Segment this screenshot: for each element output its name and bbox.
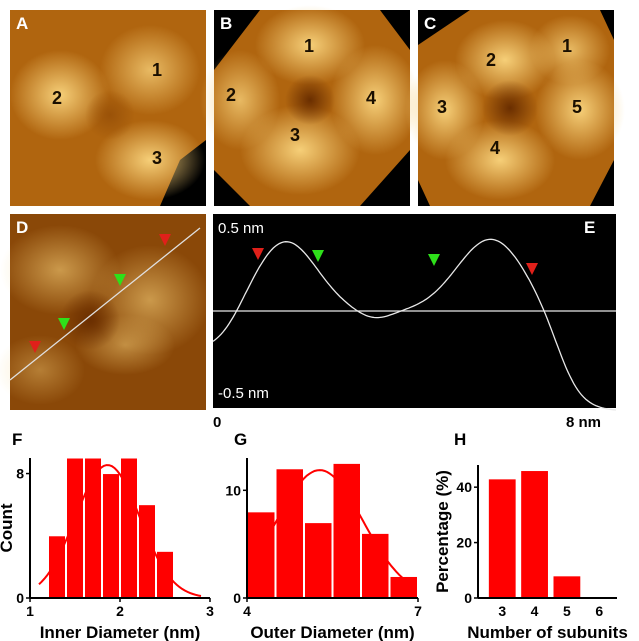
x-tick-label: 3 bbox=[498, 603, 506, 619]
panel-label-f: F bbox=[12, 430, 23, 449]
bar bbox=[66, 457, 84, 599]
red-marker bbox=[159, 234, 171, 246]
bar bbox=[304, 522, 333, 599]
x-tick-label: 6 bbox=[595, 603, 603, 619]
profile-x-start: 0 bbox=[213, 414, 222, 431]
x-tick-label: 4 bbox=[243, 603, 251, 619]
panel-label-c: C bbox=[424, 14, 437, 33]
y-tick-label: 10 bbox=[225, 482, 241, 498]
y-axis-label: Count bbox=[0, 503, 16, 552]
green-marker bbox=[58, 318, 70, 330]
panel-label-b: B bbox=[220, 14, 233, 33]
subunit-label: 3 bbox=[437, 97, 448, 117]
afm-panel-a bbox=[10, 10, 206, 206]
gaussian-fit bbox=[38, 464, 202, 597]
red-marker bbox=[252, 248, 264, 260]
chart-g: 4 7 0 10 Outer Diameter (nm) bbox=[225, 458, 422, 641]
panel-label-d: D bbox=[16, 218, 29, 237]
bar bbox=[102, 473, 120, 599]
red-marker bbox=[29, 341, 41, 353]
y-axis-label: Percentage (%) bbox=[433, 470, 452, 593]
x-tick-label: 4 bbox=[531, 603, 539, 619]
red-marker bbox=[526, 263, 538, 275]
subunit-label: 4 bbox=[366, 88, 377, 108]
subunit-label: 4 bbox=[490, 138, 501, 158]
subunit-label: 5 bbox=[572, 97, 583, 117]
profile-curve bbox=[212, 238, 617, 411]
subunit-label: 3 bbox=[152, 148, 163, 168]
subunit-label: 1 bbox=[152, 60, 163, 80]
subunit-label: 2 bbox=[52, 88, 63, 108]
bar bbox=[332, 462, 361, 599]
bar bbox=[520, 470, 549, 599]
x-tick-label: 2 bbox=[116, 603, 124, 619]
y-tick-label: 8 bbox=[16, 466, 24, 482]
gaussian-fit bbox=[254, 469, 411, 585]
subunit-label: 1 bbox=[304, 36, 315, 56]
y-tick-label: 20 bbox=[456, 535, 472, 551]
y-tick-label: 40 bbox=[456, 479, 472, 495]
x-axis-label: Number of subunits bbox=[467, 623, 628, 641]
afm-panel-b bbox=[200, 5, 420, 206]
profile-top-label: 0.5 nm bbox=[218, 220, 264, 237]
profile-panel-e bbox=[212, 214, 617, 411]
bar bbox=[552, 575, 582, 599]
subunit-label: 2 bbox=[226, 85, 237, 105]
x-axis-label: Outer Diameter (nm) bbox=[250, 623, 414, 641]
x-axis-label: Inner Diameter (nm) bbox=[40, 623, 201, 641]
profile-x-end: 8 nm bbox=[566, 414, 602, 431]
x-tick-label: 5 bbox=[563, 603, 571, 619]
green-marker bbox=[428, 254, 440, 266]
x-tick-label: 7 bbox=[414, 603, 422, 619]
bar bbox=[156, 550, 174, 599]
x-tick-label: 1 bbox=[26, 603, 34, 619]
subunit-label: 1 bbox=[562, 36, 573, 56]
bar bbox=[247, 511, 276, 599]
afm-panel-d bbox=[0, 214, 210, 410]
profile-bottom-label: -0.5 nm bbox=[218, 385, 269, 402]
subunit-label: 2 bbox=[486, 50, 497, 70]
panel-label-h: H bbox=[454, 430, 467, 449]
y-tick-label: 0 bbox=[233, 590, 241, 606]
green-marker bbox=[114, 274, 126, 286]
afm-panel-c bbox=[405, 10, 625, 206]
x-tick-label: 3 bbox=[206, 603, 214, 619]
bar bbox=[275, 468, 304, 599]
panel-label-a: A bbox=[16, 14, 29, 33]
bar bbox=[487, 478, 517, 599]
y-tick-label: 0 bbox=[464, 590, 472, 606]
green-marker bbox=[312, 250, 324, 262]
chart-f: 1 2 3 0 8 Inner Diameter (nm) Count bbox=[0, 457, 214, 641]
y-tick-label: 0 bbox=[16, 590, 24, 606]
panel-label-e: E bbox=[584, 218, 596, 237]
panel-label-g: G bbox=[234, 430, 248, 449]
subunit-label: 3 bbox=[290, 125, 301, 145]
bar bbox=[361, 532, 390, 599]
chart-h: 3 4 5 6 0 20 40 Number of subunits Percentage (%… bbox=[433, 465, 628, 641]
